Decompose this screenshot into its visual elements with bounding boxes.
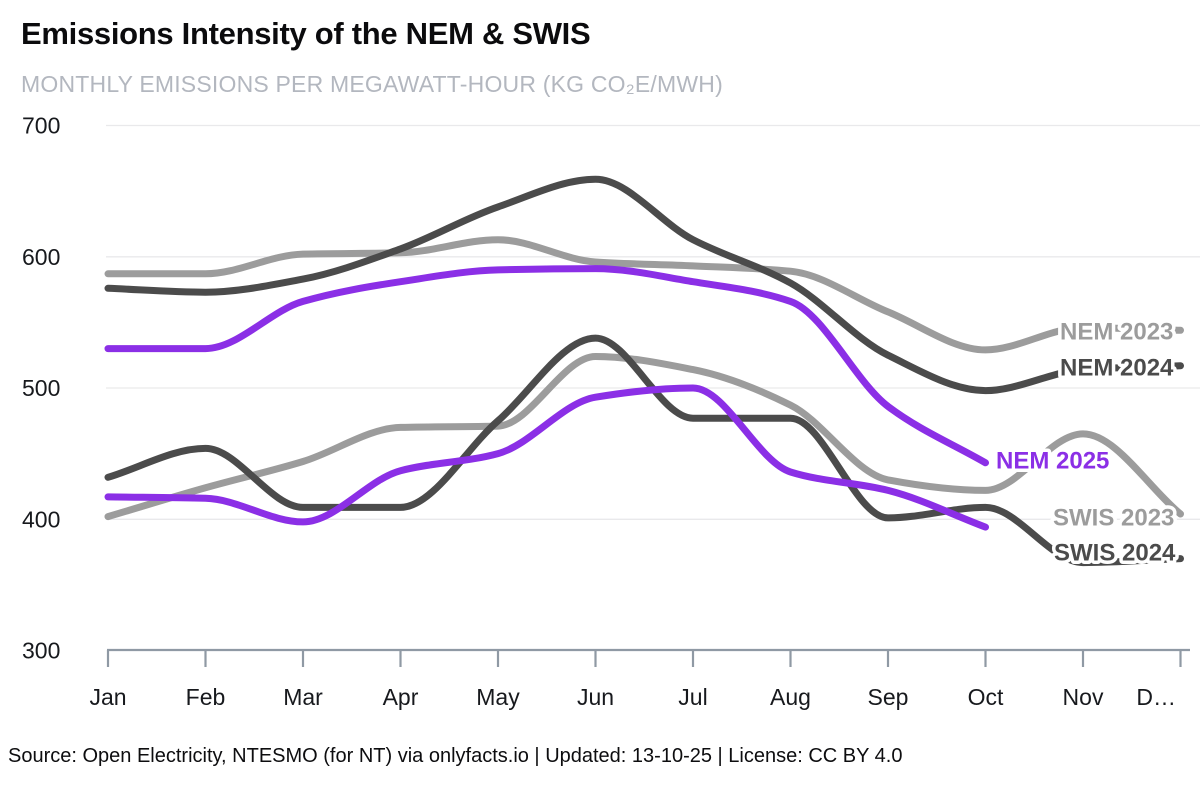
chart-title: Emissions Intensity of the NEM & SWIS [21,16,591,51]
series-line-swis-2023 [104,353,1184,521]
series-label-swis-2023: SWIS 2023 [1053,505,1174,532]
x-tick-label: May [476,684,520,710]
series-line-nem-2025 [104,265,989,467]
y-tick-label: 600 [22,244,60,270]
x-tick-label: Aug [770,684,811,710]
x-tick-label: Jun [577,684,614,710]
series-label-nem-2024: NEM 2024 [1060,355,1174,382]
series-line-swis-2024 [104,334,1184,567]
y-tick-label: 500 [22,375,60,401]
series-line-nem-2023 [104,236,1184,354]
y-tick-label: 400 [22,506,60,532]
series-line-swis-2025 [104,384,989,531]
x-tick-label: Jul [678,684,707,710]
y-tick-label: 300 [22,638,60,664]
x-tick-label: Feb [186,684,226,710]
x-tick-label: D… [1136,684,1176,710]
series-label-nem-2023: NEM 2023 [1060,319,1173,346]
y-tick-label: 700 [22,113,60,139]
x-tick-label: Apr [383,684,419,710]
source-line: Source: Open Electricity, NTESMO (for NT… [8,745,903,767]
x-tick-label: Nov [1063,684,1104,710]
x-tick-label: Mar [283,684,323,710]
x-tick-label: Jan [89,684,126,710]
chart-subtitle: MONTHLY EMISSIONS PER MEGAWATT-HOUR (KG … [21,71,723,97]
series-label-nem-2025: NEM 2025 [996,448,1109,475]
series-label-swis-2024: SWIS 2024 [1054,540,1176,567]
x-tick-label: Oct [968,684,1004,710]
series-line-nem-2024 [104,175,1184,395]
x-tick-label: Sep [868,684,909,710]
